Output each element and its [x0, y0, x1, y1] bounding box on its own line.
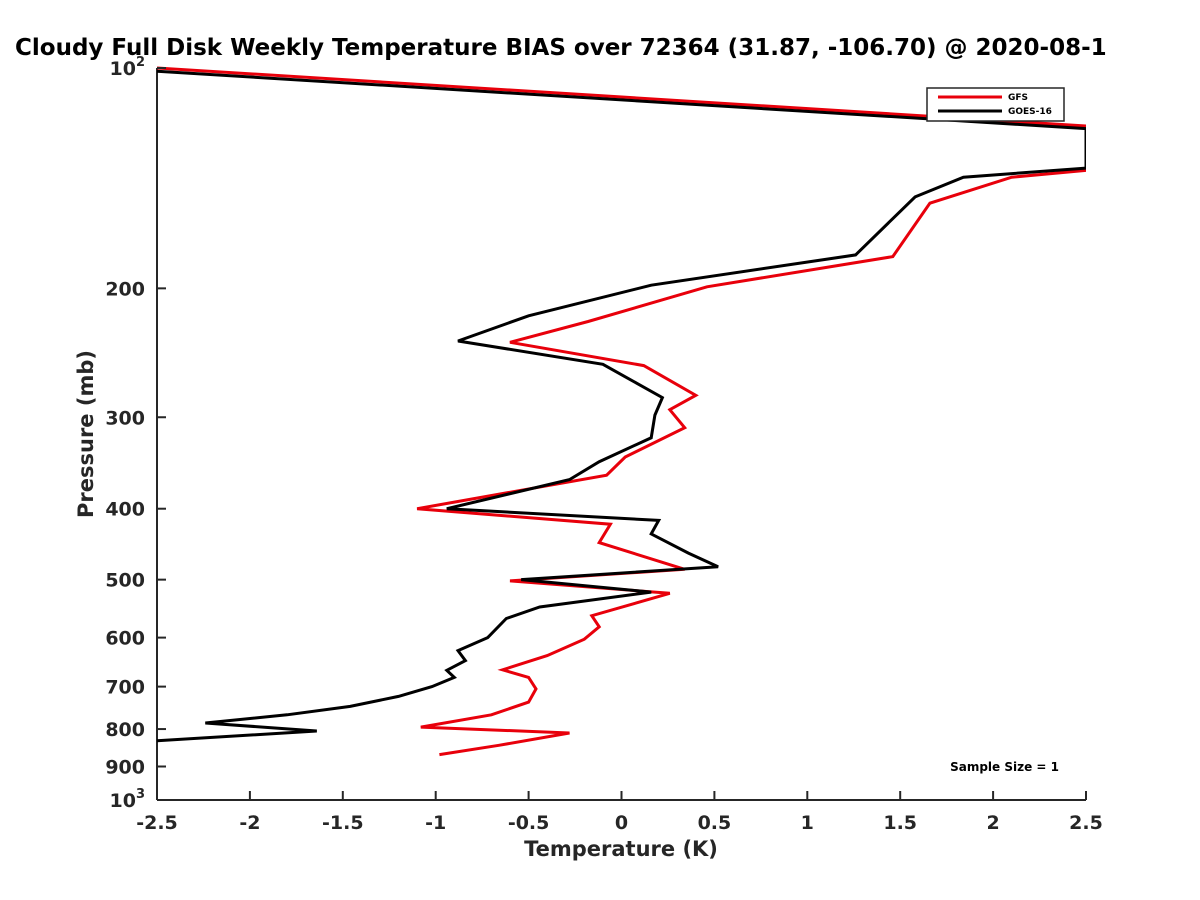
- x-tick-label: -1: [425, 812, 446, 834]
- x-tick-label: 1: [801, 812, 814, 834]
- x-tick-label: 0: [615, 812, 628, 834]
- legend-box: [926, 87, 1065, 122]
- legend-label-gfs: GFS: [1008, 93, 1028, 103]
- x-tick-label: -2.5: [136, 812, 178, 834]
- series-layer: [157, 66, 1086, 757]
- y-tick-label: 800: [105, 719, 145, 741]
- y-tick-label: 102: [110, 55, 146, 80]
- plot-area: -2.5 -2 -1.5 -1 -0.5 0 0.5 1 1.5 2 2.5 102 200 300 40…: [105, 55, 1103, 834]
- x-tick-label: 0.5: [698, 812, 732, 834]
- x-tick-label: 2.5: [1069, 812, 1103, 834]
- x-tick-label: 1.5: [883, 812, 917, 834]
- x-axis-label: Temperature (K): [524, 837, 718, 861]
- x-tick-label: -2: [239, 812, 260, 834]
- y-tick-label: 700: [105, 677, 145, 699]
- y-ticks: 102 200 300 400 500 600 700 800 900 103: [105, 55, 166, 812]
- series-line-gfs: [157, 66, 1086, 757]
- y-axis-label: Pressure (mb): [74, 350, 98, 518]
- y-tick-label: 103: [110, 787, 146, 812]
- x-tick-label: 2: [986, 812, 999, 834]
- x-tick-label: -0.5: [508, 812, 550, 834]
- series-line-goes16: [157, 69, 1086, 743]
- legend-label-goes16: GOES-16: [1008, 107, 1052, 117]
- y-tick-label: 200: [105, 278, 145, 300]
- x-ticks: -2.5 -2 -1.5 -1 -0.5 0 0.5 1 1.5 2 2.5: [136, 791, 1103, 834]
- y-tick-label: 900: [105, 757, 145, 779]
- y-tick-label: 300: [105, 407, 145, 429]
- y-tick-label: 600: [105, 628, 145, 650]
- chart-title: Cloudy Full Disk Weekly Temperature BIAS…: [15, 35, 1107, 61]
- x-tick-label: -1.5: [322, 812, 364, 834]
- legend: GFS GOES-16: [926, 87, 1065, 122]
- y-tick-label: 400: [105, 499, 145, 521]
- y-tick-label: 500: [105, 570, 145, 592]
- sample-size-annotation: Sample Size = 1: [950, 760, 1059, 774]
